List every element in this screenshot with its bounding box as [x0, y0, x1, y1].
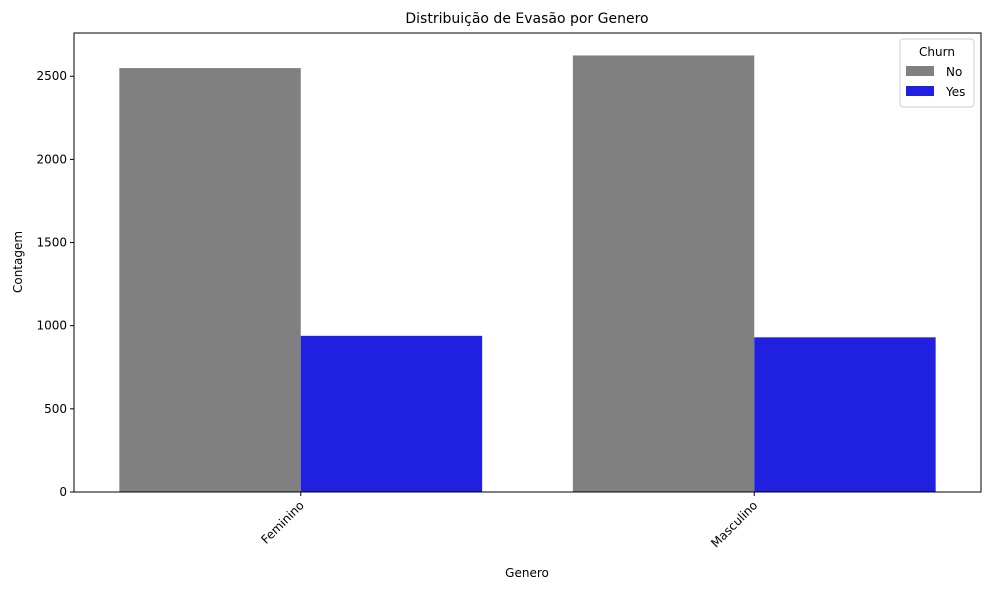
bar-feminino-yes — [300, 335, 483, 492]
legend-swatch-yes — [906, 86, 934, 96]
y-axis: 0 500 1000 1500 2000 2500 — [36, 69, 74, 499]
y-tick-label: 1000 — [36, 319, 67, 333]
x-axis-label: Genero — [505, 566, 549, 580]
bar-masculino-no — [572, 55, 755, 493]
bar-feminino-no — [119, 68, 301, 493]
legend-label-no: No — [946, 65, 962, 79]
x-axis: Feminino Masculino — [258, 492, 760, 550]
x-tick-label: Masculino — [708, 498, 760, 550]
y-tick-label: 2500 — [36, 69, 67, 83]
y-axis-label: Contagem — [11, 231, 25, 293]
legend: Churn No Yes — [899, 38, 975, 108]
plot-frame — [73, 32, 982, 493]
legend-swatch-no — [906, 66, 934, 76]
y-tick-label: 500 — [44, 402, 67, 416]
x-tick-label: Feminino — [258, 498, 306, 546]
y-tick-label: 0 — [59, 485, 67, 499]
bar-masculino-yes — [754, 337, 936, 492]
y-tick-label: 1500 — [36, 236, 67, 250]
legend-title: Churn — [919, 45, 955, 59]
y-tick-label: 2000 — [36, 152, 67, 166]
legend-label-yes: Yes — [945, 85, 965, 99]
bars — [119, 55, 936, 493]
chart-title: Distribuição de Evasão por Genero — [405, 11, 648, 27]
